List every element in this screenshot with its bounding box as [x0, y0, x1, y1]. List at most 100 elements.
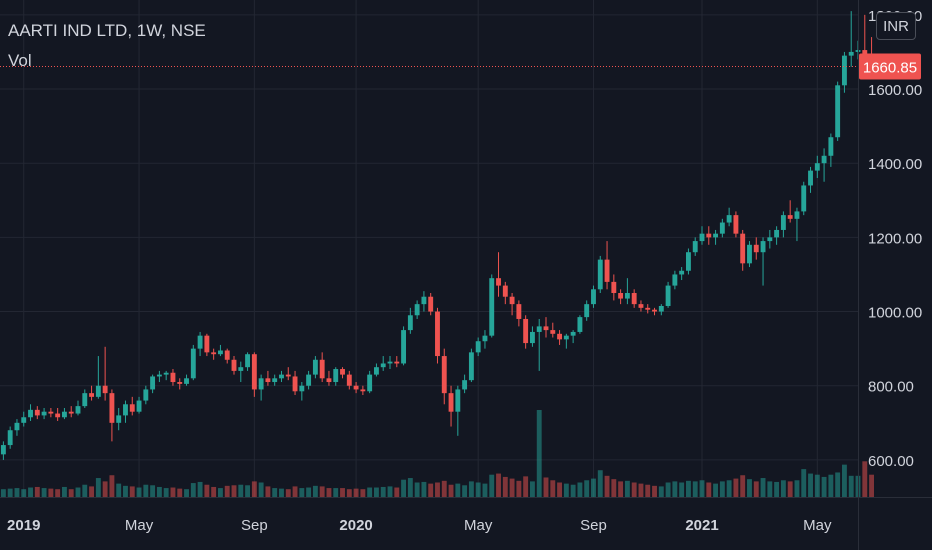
volume-bar: [251, 481, 257, 497]
candle-body: [285, 374, 291, 377]
volume-bar: [306, 487, 312, 497]
volume-bar: [163, 488, 169, 497]
volume-bar: [428, 483, 434, 497]
volume-bar: [713, 483, 719, 497]
candle-body: [61, 411, 67, 418]
volume-bar: [692, 481, 698, 497]
candle-body: [41, 411, 47, 416]
volume-bar: [346, 489, 352, 497]
volume-bar: [441, 480, 447, 497]
volume-bar: [34, 486, 40, 497]
volume-bar: [624, 480, 630, 497]
candle-body: [455, 389, 461, 412]
candle-body: [767, 237, 773, 242]
candle-body: [713, 233, 719, 238]
candle-body: [7, 430, 13, 446]
y-tick-label: 800.00: [868, 379, 914, 396]
candle-body: [231, 359, 237, 371]
volume-bar: [618, 481, 624, 497]
volume-bar: [570, 484, 576, 497]
candle-body: [563, 335, 569, 340]
volume-bar: [685, 480, 691, 497]
volume-bar: [604, 475, 610, 497]
candle-body: [774, 229, 780, 238]
candle-body: [116, 415, 122, 423]
volume-bar: [102, 481, 108, 497]
volume-bar: [7, 488, 13, 497]
volume-label: Vol: [8, 51, 32, 70]
candle-body: [801, 185, 807, 212]
candle-body: [550, 330, 556, 334]
volume-bar: [638, 483, 644, 497]
candle-body: [224, 350, 230, 360]
candle-body: [95, 385, 101, 397]
candle-body: [34, 409, 40, 416]
candle-body: [631, 293, 637, 305]
volume-bar: [123, 485, 128, 497]
volume-bar: [156, 486, 162, 497]
candle-body: [319, 359, 325, 379]
candle-body: [692, 241, 698, 253]
candle-body: [136, 400, 142, 412]
candle-body: [312, 359, 318, 375]
candle-body: [523, 318, 529, 344]
volume-bar: [448, 484, 454, 497]
volume-bar: [68, 489, 74, 497]
volume-bar: [733, 478, 739, 497]
candle-body: [129, 404, 135, 412]
volume-bar: [591, 478, 596, 497]
volume-bar: [292, 486, 298, 497]
volume-bar: [21, 489, 27, 497]
volume-bar: [217, 488, 223, 497]
candle-body: [211, 352, 217, 355]
currency-button[interactable]: INR: [876, 12, 916, 40]
candle-body: [496, 278, 501, 286]
candle-body: [672, 274, 678, 286]
candle-body: [367, 374, 373, 392]
candle-body: [740, 233, 746, 264]
volume-bar: [312, 485, 318, 497]
candle-body: [21, 417, 27, 423]
candle-body: [618, 293, 624, 299]
candle-body: [353, 385, 359, 390]
candle-body: [482, 335, 488, 342]
candle-body: [719, 222, 725, 234]
candle-body: [360, 389, 366, 392]
volume-bar: [489, 474, 495, 497]
volume-bar: [631, 482, 637, 497]
candle-body: [109, 393, 115, 423]
x-tick-label: Sep: [580, 517, 607, 534]
volume-bar: [468, 481, 474, 497]
volume-bar: [299, 488, 305, 497]
candle-body: [435, 311, 440, 357]
volume-bar: [245, 485, 251, 497]
candle-body: [299, 385, 305, 392]
candle-body: [143, 389, 149, 401]
volume-bar: [55, 489, 61, 497]
candle-body: [0, 445, 6, 455]
volume-bar: [699, 480, 705, 497]
candle-body: [177, 382, 183, 384]
volume-bar: [808, 473, 813, 497]
volume-bars: [0, 410, 875, 497]
candle-body: [543, 326, 549, 331]
y-tick-label: 1600.00: [868, 82, 922, 99]
candle-body: [380, 363, 386, 368]
candle-body: [401, 330, 407, 364]
volume-bar: [780, 480, 786, 497]
volume-bar: [333, 488, 339, 497]
volume-bar: [645, 484, 651, 497]
candle-body: [414, 304, 420, 316]
candle-body: [597, 259, 603, 290]
x-tick-label: 2020: [339, 517, 372, 534]
volume-bar: [407, 478, 413, 497]
chart-title: AARTI IND LTD, 1W, NSE: [8, 21, 206, 40]
volume-bar: [821, 476, 827, 497]
last-price-line: 1660.85: [0, 53, 921, 80]
volume-bar: [48, 488, 54, 497]
candle-body: [665, 285, 671, 306]
volume-bar: [401, 479, 407, 497]
candle-body: [462, 380, 468, 390]
volume-bar: [367, 487, 373, 497]
